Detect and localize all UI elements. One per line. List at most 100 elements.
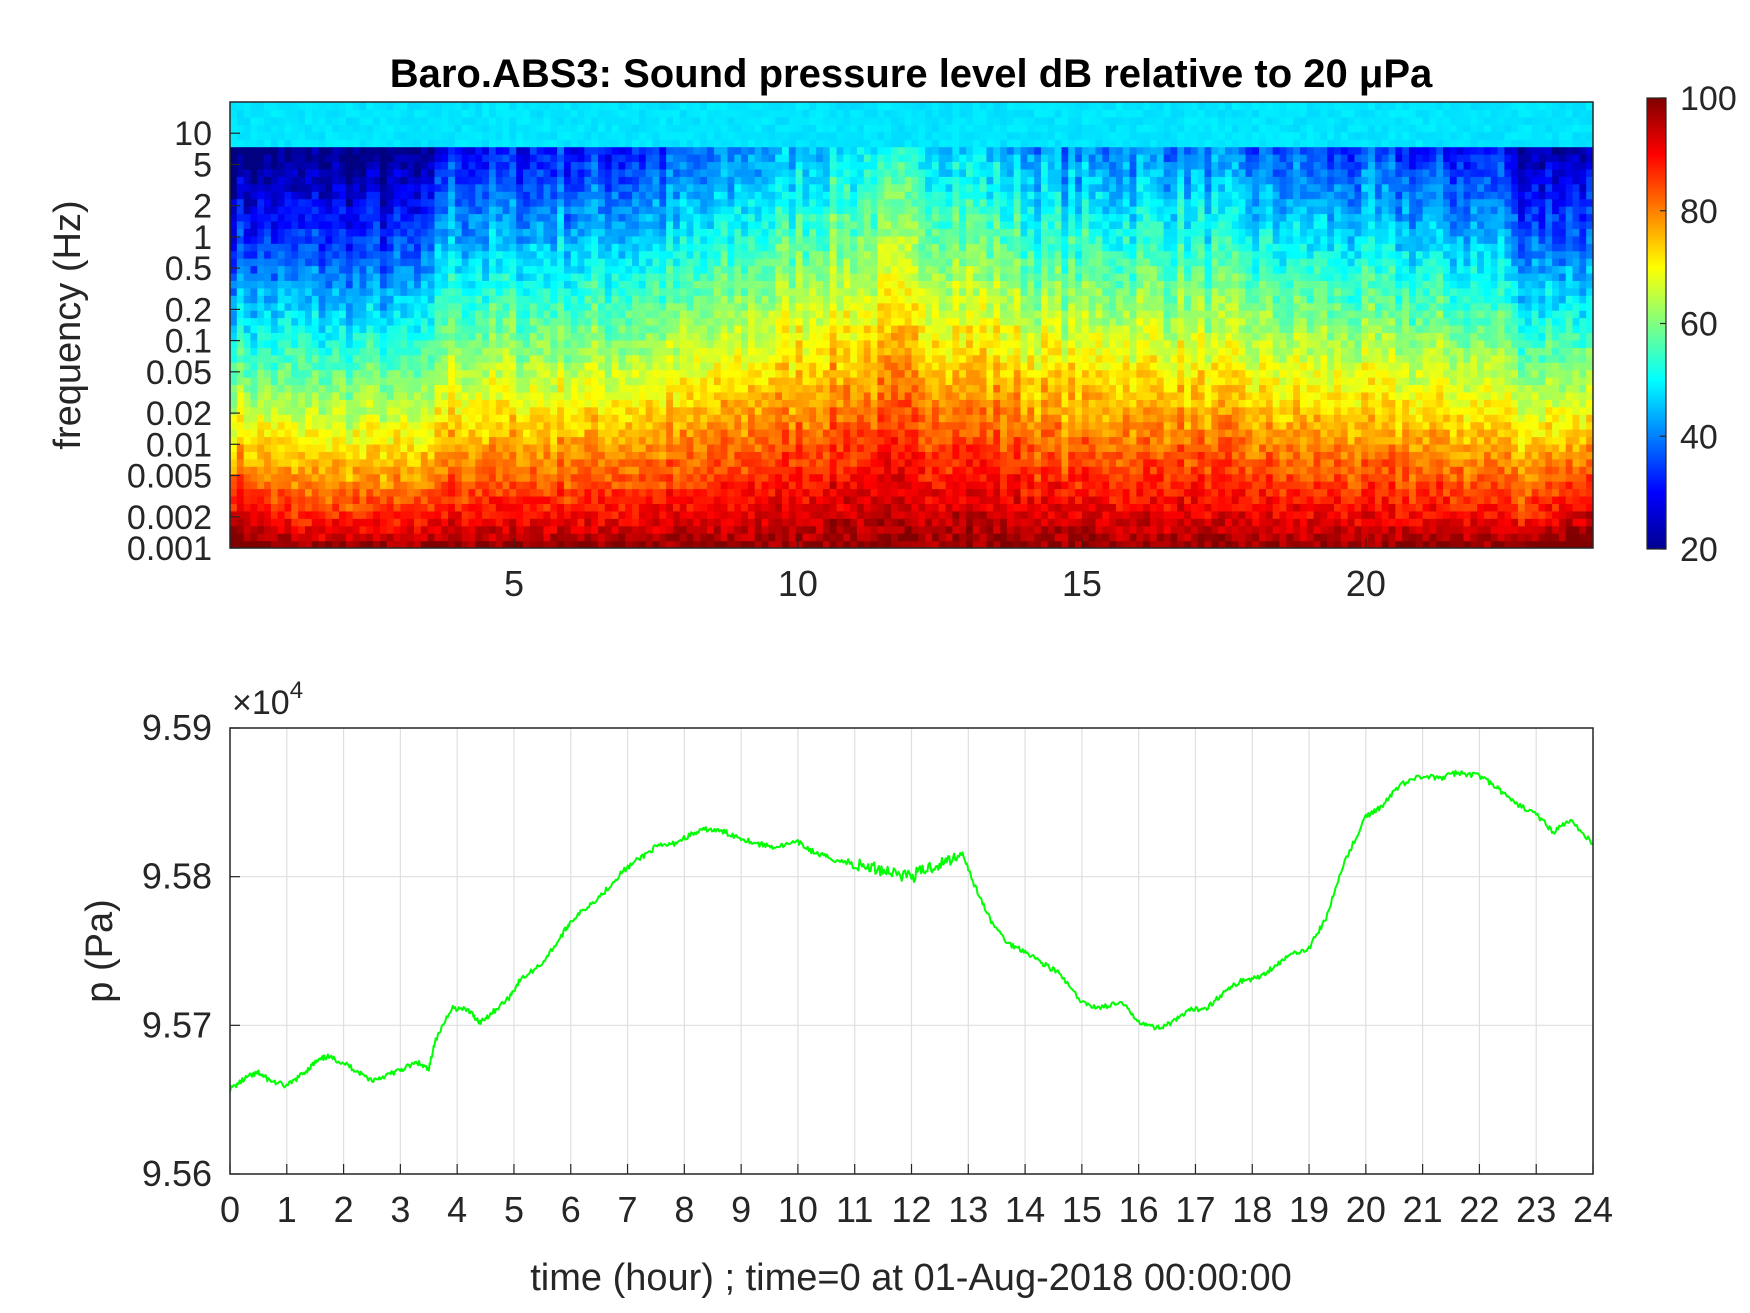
heatmap-cell: [366, 220, 374, 229]
heatmap-cell: [257, 243, 265, 252]
heatmap-cell: [720, 369, 729, 378]
heatmap-cell: [420, 347, 429, 356]
heatmap-cell: [550, 228, 558, 237]
heatmap-cell: [782, 131, 790, 140]
heatmap-cell: [311, 503, 320, 512]
heatmap-cell: [516, 302, 524, 311]
heatmap-cell: [304, 213, 313, 222]
heatmap-cell: [707, 510, 715, 519]
heatmap-cell: [645, 198, 654, 207]
heatmap-cell: [495, 250, 504, 259]
heatmap-cell: [761, 317, 769, 326]
heatmap-cell: [754, 191, 763, 200]
heatmap-cell: [666, 191, 674, 200]
heatmap-cell: [618, 102, 626, 111]
heatmap-cell: [679, 310, 688, 319]
heatmap-cell: [598, 302, 606, 311]
heatmap-cell: [788, 198, 797, 207]
heatmap-cell: [441, 377, 449, 386]
heatmap-cell: [359, 443, 367, 452]
heatmap-cell: [366, 213, 374, 222]
heatmap-cell: [373, 481, 381, 490]
heatmap-cell: [468, 116, 476, 125]
heatmap-cell: [741, 258, 749, 267]
heatmap-cell: [236, 102, 245, 111]
heatmap-cell: [495, 116, 504, 125]
heatmap-cell: [243, 213, 252, 222]
heatmap-cell: [741, 540, 749, 548]
heatmap-cell: [441, 540, 449, 548]
heatmap-cell: [454, 213, 463, 222]
heatmap-cell: [638, 317, 647, 326]
heatmap-cell: [563, 154, 572, 163]
heatmap-cell: [611, 391, 620, 400]
heatmap-cell: [584, 354, 592, 363]
heatmap-cell: [747, 458, 756, 467]
heatmap-cell: [284, 154, 292, 163]
heatmap-cell: [754, 243, 763, 252]
heatmap-cell: [782, 354, 790, 363]
heatmap-cell: [482, 258, 490, 267]
heatmap-cell: [672, 139, 681, 148]
heatmap-cell: [243, 250, 252, 259]
heatmap-cell: [713, 272, 722, 281]
heatmap-cell: [529, 347, 538, 356]
heatmap-cell: [298, 102, 306, 111]
heatmap-cell: [577, 473, 585, 482]
heatmap-cell: [454, 503, 463, 512]
heatmap-cell: [502, 116, 511, 125]
heatmap-cell: [448, 391, 456, 400]
heatmap-cell: [768, 436, 776, 445]
heatmap-cell: [693, 339, 701, 348]
heatmap-cell: [788, 458, 797, 467]
heatmap-cell: [529, 287, 538, 296]
heatmap-cell: [536, 436, 545, 445]
heatmap-cell: [543, 287, 551, 296]
heatmap-cell: [236, 347, 245, 356]
heatmap-cell: [747, 176, 756, 185]
heatmap-cell: [761, 458, 769, 467]
heatmap-cell: [543, 339, 551, 348]
heatmap-cell: [693, 139, 701, 148]
heatmap-cell: [434, 287, 442, 296]
spectrogram-heatmap: [230, 102, 1593, 548]
heatmap-cell: [666, 317, 674, 326]
heatmap-cell: [461, 265, 470, 274]
heatmap-cell: [277, 354, 286, 363]
heatmap-cell: [679, 109, 688, 118]
heatmap-cell: [577, 362, 585, 371]
heatmap-cell: [230, 429, 238, 438]
heatmap-cell: [298, 429, 306, 438]
heatmap-cell: [768, 280, 776, 289]
heatmap-cell: [298, 488, 306, 497]
heatmap-cell: [782, 466, 790, 475]
heatmap-cell: [638, 466, 647, 475]
heatmap-cell: [236, 265, 245, 274]
heatmap-cell: [727, 228, 735, 237]
heatmap-cell: [638, 443, 647, 452]
heatmap-cell: [277, 347, 286, 356]
heatmap-cell: [400, 369, 408, 378]
heatmap-cell: [727, 168, 735, 177]
heatmap-cell: [645, 391, 654, 400]
heatmap-cell: [516, 243, 524, 252]
heatmap-cell: [577, 295, 585, 304]
heatmap-cell: [454, 540, 463, 548]
heatmap-cell: [400, 258, 408, 267]
heatmap-cell: [441, 458, 449, 467]
heatmap-cell: [373, 362, 381, 371]
heatmap-cell: [570, 280, 579, 289]
heatmap-cell: [741, 146, 749, 155]
heatmap-cell: [420, 235, 429, 244]
heatmap-cell: [270, 488, 279, 497]
heatmap-cell: [618, 510, 626, 519]
heatmap-cell: [638, 406, 647, 415]
heatmap-cell: [468, 310, 476, 319]
heatmap-cell: [339, 458, 347, 467]
heatmap-cell: [509, 503, 517, 512]
heatmap-cell: [693, 198, 701, 207]
heatmap-cell: [345, 168, 354, 177]
heatmap-cell: [488, 265, 497, 274]
heatmap-cell: [393, 220, 401, 229]
heatmap-cell: [536, 280, 545, 289]
